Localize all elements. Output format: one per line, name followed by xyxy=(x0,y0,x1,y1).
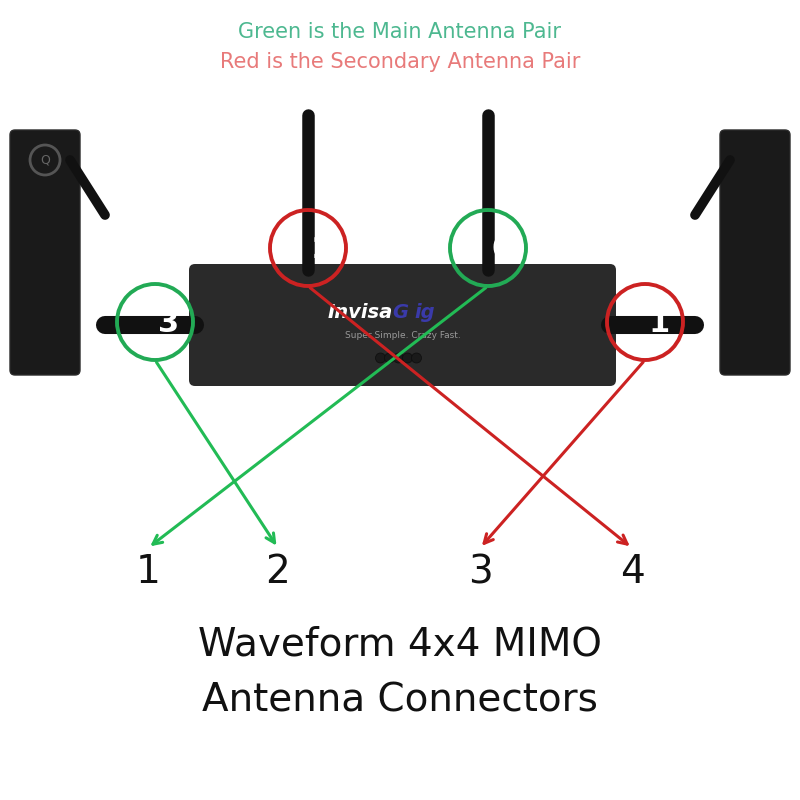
Text: G: G xyxy=(393,302,409,322)
Text: 2: 2 xyxy=(311,235,333,265)
Text: 3: 3 xyxy=(468,553,492,591)
Text: 3: 3 xyxy=(158,310,179,338)
Text: 2: 2 xyxy=(266,553,290,591)
Text: Invisa: Invisa xyxy=(327,302,393,322)
Text: Red is the Secondary Antenna Pair: Red is the Secondary Antenna Pair xyxy=(220,52,580,72)
Text: ig: ig xyxy=(414,302,435,322)
FancyBboxPatch shape xyxy=(189,264,616,386)
Text: Super Simple. Crazy Fast.: Super Simple. Crazy Fast. xyxy=(345,331,460,341)
Text: 4: 4 xyxy=(620,553,644,591)
Circle shape xyxy=(402,353,413,363)
Text: 1: 1 xyxy=(648,310,670,338)
Text: Q: Q xyxy=(40,154,50,166)
Text: Waveform 4x4 MIMO: Waveform 4x4 MIMO xyxy=(198,626,602,664)
Text: 0: 0 xyxy=(491,235,513,265)
FancyBboxPatch shape xyxy=(720,130,790,375)
Text: Antenna Connectors: Antenna Connectors xyxy=(202,681,598,719)
Circle shape xyxy=(394,353,403,363)
FancyBboxPatch shape xyxy=(10,130,80,375)
Circle shape xyxy=(375,353,386,363)
Text: 1: 1 xyxy=(135,553,161,591)
Text: Green is the Main Antenna Pair: Green is the Main Antenna Pair xyxy=(238,22,562,42)
Circle shape xyxy=(385,353,394,363)
Circle shape xyxy=(411,353,422,363)
